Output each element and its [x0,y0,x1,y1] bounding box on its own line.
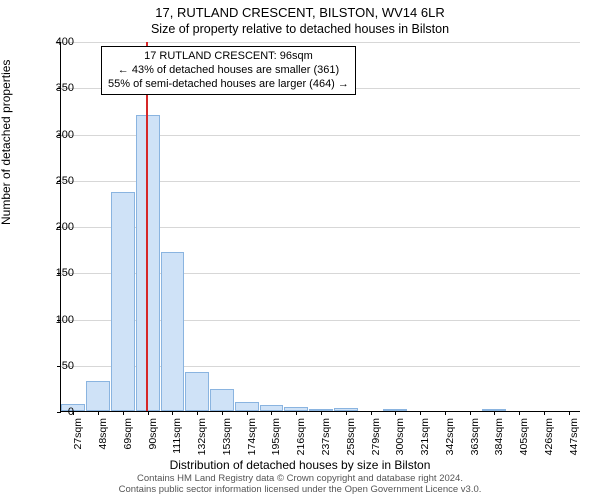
x-tick-mark [296,411,297,415]
x-tick-label: 363sqm [469,418,481,455]
x-tick-label: 48sqm [97,418,109,450]
plot-area: 17 RUTLAND CRESCENT: 96sqm ← 43% of deta… [60,42,580,412]
x-tick-mark [445,411,446,415]
x-tick-label: 111sqm [171,418,183,454]
y-tick-label: 200 [34,221,74,233]
x-tick-label: 90sqm [147,418,159,450]
x-tick-mark [494,411,495,415]
x-tick-label: 300sqm [394,418,406,455]
x-tick-label: 342sqm [444,418,456,455]
property-marker-line [146,42,148,411]
y-tick-label: 0 [34,406,74,418]
y-tick-label: 150 [34,267,74,279]
x-tick-label: 321sqm [419,418,431,455]
y-tick-label: 300 [34,129,74,141]
y-tick-label: 100 [34,314,74,326]
annotation-line-2: ← 43% of detached houses are smaller (36… [108,64,349,78]
x-tick-mark [321,411,322,415]
x-tick-label: 195sqm [270,418,282,455]
x-tick-mark [519,411,520,415]
y-tick-label: 250 [34,175,74,187]
chart-title-address: 17, RUTLAND CRESCENT, BILSTON, WV14 6LR [0,5,600,20]
histogram-bar [161,252,185,411]
x-tick-mark [470,411,471,415]
x-tick-label: 258sqm [345,418,357,455]
x-tick-label: 174sqm [246,418,258,455]
histogram-bar [86,381,110,411]
x-axis-label: Distribution of detached houses by size … [0,458,600,472]
x-tick-label: 216sqm [295,418,307,455]
x-tick-label: 447sqm [568,418,580,455]
x-tick-mark [346,411,347,415]
y-tick-label: 350 [34,82,74,94]
footer-line-2: Contains public sector information licen… [0,485,600,496]
x-tick-mark [123,411,124,415]
x-tick-label: 153sqm [221,418,233,455]
x-tick-label: 405sqm [518,418,530,455]
x-tick-mark [247,411,248,415]
annotation-box: 17 RUTLAND CRESCENT: 96sqm ← 43% of deta… [101,46,356,95]
x-tick-mark [197,411,198,415]
x-tick-mark [544,411,545,415]
y-tick-label: 50 [34,360,74,372]
x-tick-mark [148,411,149,415]
x-tick-label: 384sqm [493,418,505,455]
chart-subtitle: Size of property relative to detached ho… [0,22,600,36]
x-tick-mark [172,411,173,415]
x-tick-label: 132sqm [196,418,208,455]
x-tick-mark [271,411,272,415]
y-tick-label: 400 [34,36,74,48]
x-tick-mark [98,411,99,415]
y-axis-label: Number of detached properties [0,60,13,225]
chart-footer: Contains HM Land Registry data © Crown c… [0,474,600,496]
x-tick-mark [569,411,570,415]
histogram-bar [185,372,209,411]
x-tick-label: 426sqm [543,418,555,455]
histogram-bar [111,192,135,411]
histogram-bar [235,402,259,411]
x-tick-label: 27sqm [72,418,84,450]
x-tick-label: 69sqm [122,418,134,450]
annotation-line-3: 55% of semi-detached houses are larger (… [108,78,349,92]
x-tick-mark [222,411,223,415]
histogram-bar [210,389,234,411]
x-tick-label: 279sqm [370,418,382,455]
x-tick-mark [371,411,372,415]
annotation-line-1: 17 RUTLAND CRESCENT: 96sqm [108,50,349,64]
x-tick-label: 237sqm [320,418,332,455]
x-tick-mark [395,411,396,415]
grid-line [61,42,580,43]
x-tick-mark [420,411,421,415]
